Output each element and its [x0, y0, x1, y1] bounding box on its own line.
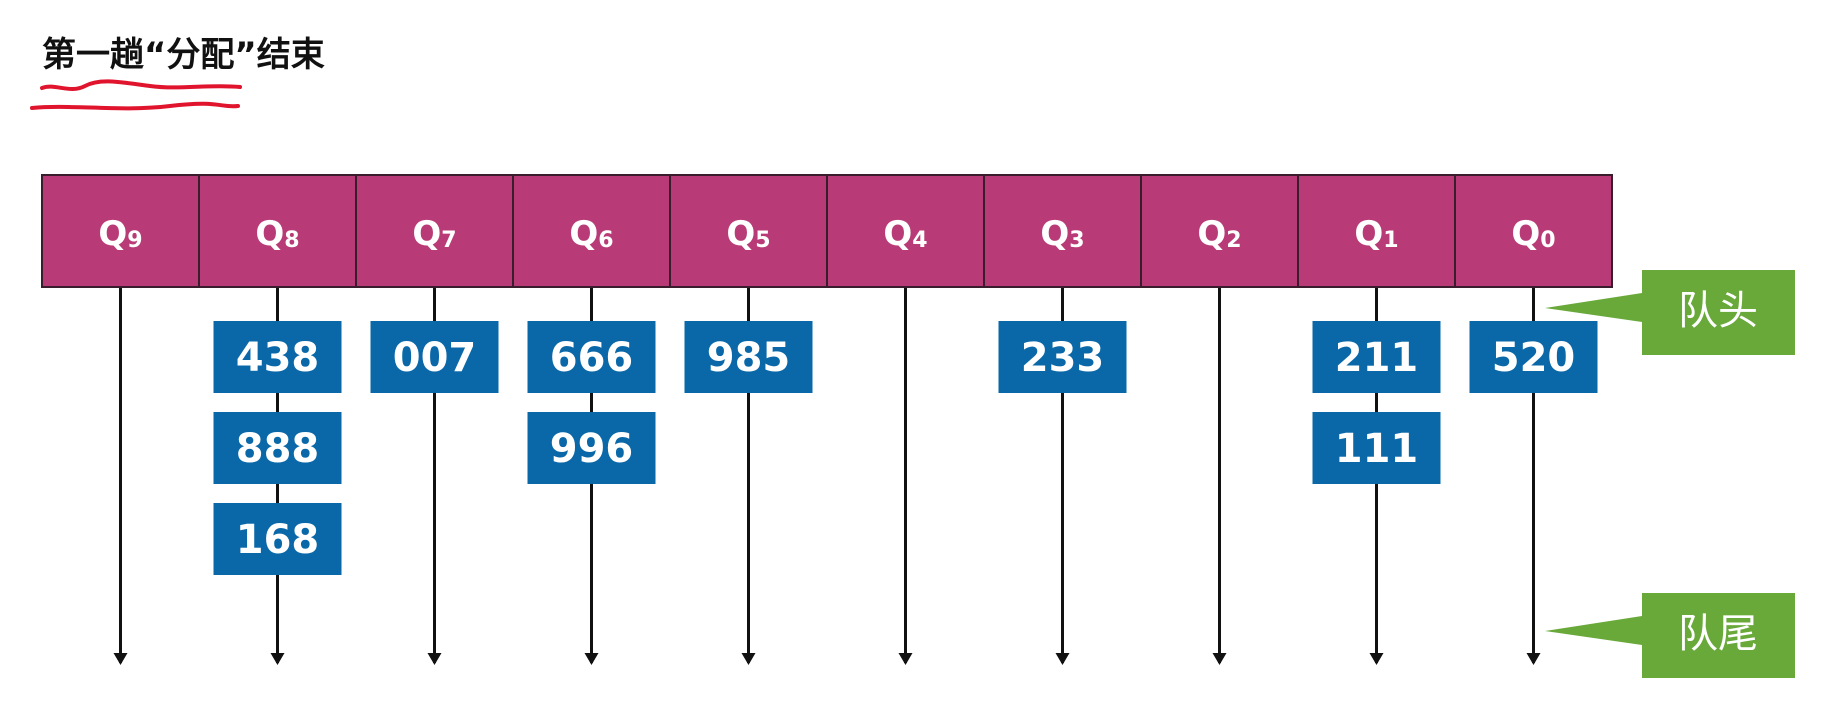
q0-label: Q0	[1511, 214, 1555, 254]
q7-label-subscript: 7	[441, 228, 456, 253]
q4-header-cell	[826, 174, 985, 288]
q2-label-subscript: 2	[1226, 228, 1241, 253]
queue-head-label: 队头	[1678, 288, 1758, 334]
queue-tail-label: 队尾	[1678, 611, 1758, 657]
q5-label-letter: Q	[726, 214, 755, 254]
q4-label-subscript: 4	[912, 228, 927, 253]
q8-item-value-0: 438	[236, 335, 320, 381]
title-underline-annotation	[30, 79, 242, 111]
q6-item-box-0	[527, 321, 656, 393]
q5-item-value-0: 985	[707, 335, 791, 381]
q3-item-value-0: 233	[1021, 335, 1105, 381]
q9-label-subscript: 9	[127, 228, 142, 253]
q5-item-box-0	[684, 321, 813, 393]
q3-item-box-0	[998, 321, 1127, 393]
q0-item-box-0	[1469, 321, 1598, 393]
q3-label: Q3	[1040, 214, 1084, 254]
q6-label: Q6	[569, 214, 613, 254]
queue-tail-callout-bubble	[1545, 593, 1795, 678]
q7-label-letter: Q	[412, 214, 441, 254]
queue-header-row: Q9 Q8 Q7 Q6 Q5 Q4 Q3 Q2 Q1 Q0	[41, 174, 1613, 288]
q9-header-cell	[41, 174, 200, 288]
q8-header-cell	[198, 174, 357, 288]
q8-item-value-2: 168	[236, 517, 320, 563]
q5-label-subscript: 5	[755, 228, 770, 253]
q5-label: Q5	[726, 214, 770, 254]
q6-label-subscript: 6	[598, 228, 613, 253]
q0-label-letter: Q	[1511, 214, 1540, 254]
queue-items-layer: 438 888 168 007 666 996 985 233 211 111 520	[213, 321, 1598, 575]
q8-label-letter: Q	[255, 214, 284, 254]
q6-label-letter: Q	[569, 214, 598, 254]
diagram-title: 第一趟“分配”结束	[42, 35, 325, 75]
q0-label-subscript: 0	[1540, 228, 1555, 253]
q1-item-box-0	[1312, 321, 1441, 393]
q1-label-letter: Q	[1354, 214, 1383, 254]
q8-label-subscript: 8	[284, 228, 299, 253]
q8-item-value-1: 888	[236, 426, 320, 472]
q7-item-value-0: 007	[393, 335, 477, 381]
q2-label-letter: Q	[1197, 214, 1226, 254]
q1-label-subscript: 1	[1383, 228, 1398, 253]
q3-header-cell	[983, 174, 1142, 288]
q8-item-box-1	[213, 412, 342, 484]
queue-head-callout: 队头	[1545, 270, 1795, 355]
q1-item-value-0: 211	[1335, 335, 1419, 381]
q0-item-value-0: 520	[1492, 335, 1576, 381]
q9-label-letter: Q	[98, 214, 127, 254]
q2-header-cell	[1140, 174, 1299, 288]
queue-tail-callout: 队尾	[1545, 593, 1795, 678]
q5-header-cell	[669, 174, 828, 288]
q2-label: Q2	[1197, 214, 1241, 254]
q6-item-box-1	[527, 412, 656, 484]
q7-header-cell	[355, 174, 514, 288]
q1-item-value-1: 111	[1335, 426, 1419, 472]
q9-label: Q9	[98, 214, 142, 254]
q8-item-box-2	[213, 503, 342, 575]
q3-label-subscript: 3	[1069, 228, 1084, 253]
q0-header-cell	[1454, 174, 1613, 288]
q4-label-letter: Q	[883, 214, 912, 254]
q8-label: Q8	[255, 214, 299, 254]
q7-item-box-0	[370, 321, 499, 393]
q1-item-box-1	[1312, 412, 1441, 484]
q6-item-value-1: 996	[550, 426, 634, 472]
q4-label: Q4	[883, 214, 927, 254]
q1-label: Q1	[1354, 214, 1398, 254]
queue-head-callout-bubble	[1545, 270, 1795, 355]
q6-item-value-0: 666	[550, 335, 634, 381]
q3-label-letter: Q	[1040, 214, 1069, 254]
q6-header-cell	[512, 174, 671, 288]
q7-label: Q7	[412, 214, 456, 254]
q8-item-box-0	[213, 321, 342, 393]
q1-header-cell	[1297, 174, 1456, 288]
callouts-layer: 队头 队尾	[1545, 270, 1795, 678]
